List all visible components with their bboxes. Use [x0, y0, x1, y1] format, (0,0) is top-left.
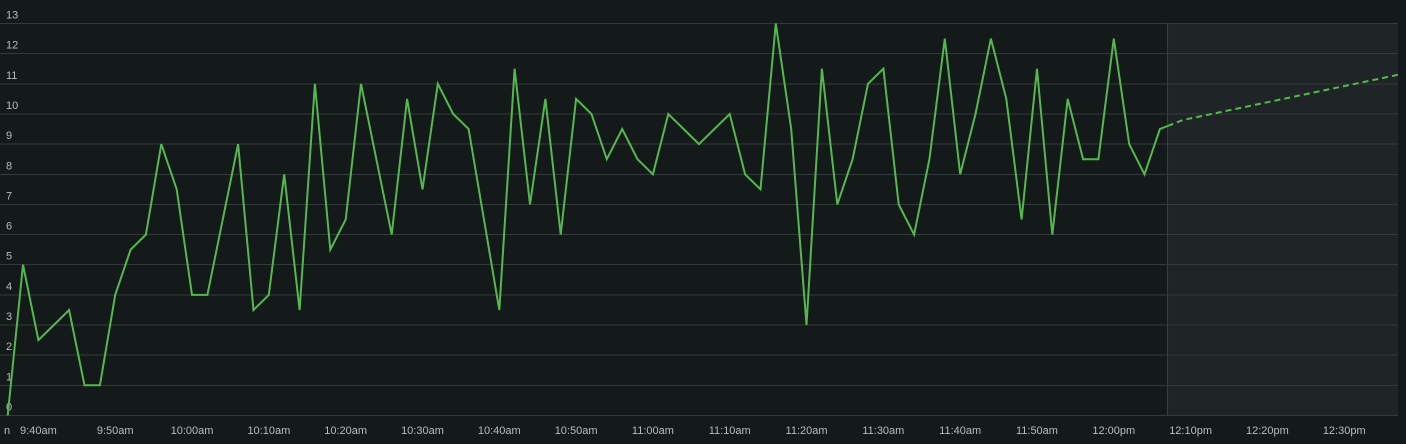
y-tick-label: 2 [6, 341, 12, 353]
y-tick-label: 7 [6, 190, 12, 202]
y-tick-label: 8 [6, 160, 12, 172]
corner-label: n [4, 425, 10, 437]
x-tick-label: 12:10pm [1169, 425, 1212, 437]
y-tick-label: 12 [6, 40, 18, 52]
x-tick-label: 11:10am [709, 425, 751, 437]
x-tick-label: 11:20am [786, 425, 828, 437]
x-tick-label: 9:50am [97, 425, 134, 437]
y-tick-label: 13 [6, 10, 18, 22]
forecast-region [1167, 23, 1398, 416]
x-tick-label: 12:00pm [1092, 425, 1135, 437]
y-tick-label: 6 [6, 221, 12, 233]
y-tick-label: 1 [6, 371, 12, 383]
y-tick-label: 10 [6, 100, 18, 112]
y-tick-label: 3 [6, 311, 12, 323]
x-tick-label: 12:20pm [1246, 425, 1289, 437]
x-tick-label: 11:00am [632, 425, 674, 437]
x-tick-label: 10:10am [247, 425, 290, 437]
x-tick-label: 10:20am [324, 425, 367, 437]
y-tick-label: 4 [6, 281, 12, 293]
x-tick-label: 10:40am [478, 425, 521, 437]
x-tick-label: 10:00am [171, 425, 214, 437]
y-tick-label: 5 [6, 251, 12, 263]
forecast-line [1167, 73, 1399, 127]
x-tick-label: 12:30pm [1323, 425, 1366, 437]
series-layer [6, 23, 1399, 416]
x-tick-label: 11:50am [1016, 425, 1058, 437]
x-axis: 9:40am 9:50am 10:00am 10:10am 10:20am 10:30am… [20, 425, 1366, 437]
x-tick-label: 9:40am [20, 425, 57, 437]
x-tick-label: 10:30am [401, 425, 444, 437]
x-tick-label: 11:30am [862, 425, 904, 437]
y-tick-label: 9 [6, 130, 12, 142]
x-tick-label: 11:40am [939, 425, 981, 437]
x-tick-label: 10:50am [555, 425, 598, 437]
series-line [6, 23, 1168, 416]
y-tick-label: 11 [6, 70, 17, 82]
